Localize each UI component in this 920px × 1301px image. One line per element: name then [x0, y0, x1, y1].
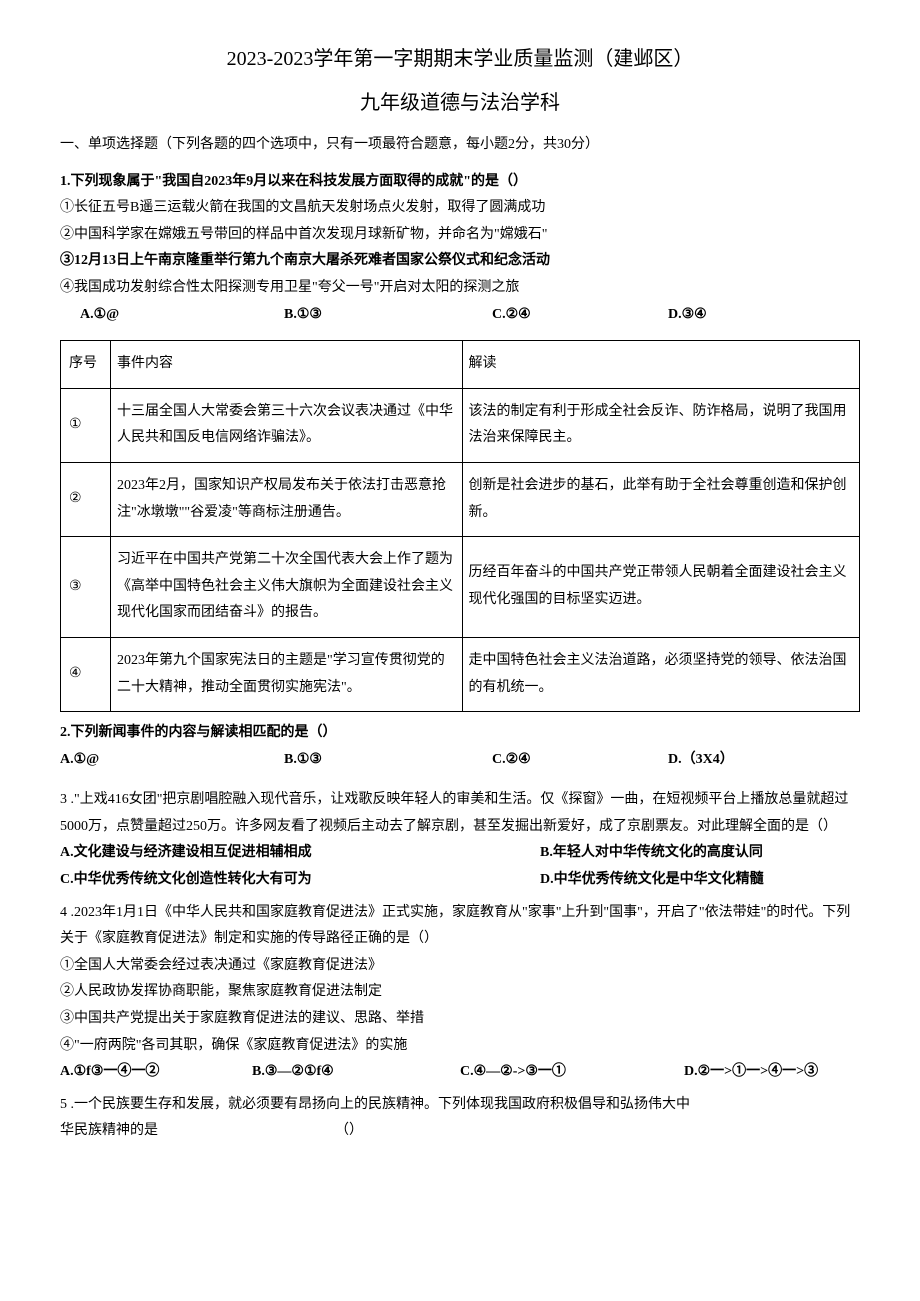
question-3: 3 ."上戏416女团"把京剧唱腔融入现代音乐，让戏歌反映年轻人的审美和生活。仅… — [60, 787, 860, 893]
cell-idx: ② — [61, 462, 111, 536]
q4-line-3: ③中国共产党提出关于家庭教育促进法的建议、思路、举措 — [60, 1006, 860, 1033]
q3-options-row2: C.中华优秀传统文化创造性转化大有可为 D.中华优秀传统文化是中华文化精髓 — [60, 867, 860, 894]
q1-opt-c: C.②④ — [492, 302, 668, 329]
cell-event: 2023年第九个国家宪法日的主题是"学习宣传贯彻党的二十大精神，推动全面贯彻实施… — [111, 637, 463, 711]
q1-opt-d: D.③④ — [668, 302, 860, 329]
cell-read: 该法的制定有利于形成全社会反诈、防诈格局，说明了我国用法治来保障民主。 — [462, 388, 859, 462]
q1-options: A.①@ B.①③ C.②④ D.③④ — [60, 302, 860, 329]
question-2: 2.下列新闻事件的内容与解读相匹配的是（） A.①@ B.①③ C.②④ D.（… — [60, 720, 860, 773]
q2-options: A.①@ B.①③ C.②④ D.（3X4） — [60, 747, 860, 774]
q1-opt-a: A.①@ — [60, 302, 284, 329]
q3-opt-a: A.文化建设与经济建设相互促进相辅相成 — [60, 840, 460, 867]
th-event: 事件内容 — [111, 341, 463, 389]
q4-line-1: ①全国人大常委会经过表决通过《家庭教育促进法》 — [60, 953, 860, 980]
question-4: 4 .2023年1月1日《中华人民共和国家庭教育促进法》正式实施，家庭教育从"家… — [60, 900, 860, 1086]
q2-opt-c: C.②④ — [492, 747, 668, 774]
news-table: 序号 事件内容 解读 ① 十三届全国人大常委会第三十六次会议表决通过《中华人民共… — [60, 340, 860, 712]
q3-stem: 3 ."上戏416女团"把京剧唱腔融入现代音乐，让戏歌反映年轻人的审美和生活。仅… — [60, 787, 860, 840]
cell-event: 2023年2月，国家知识产权局发布关于依法打击恶意抢注"冰墩墩""谷爱凌"等商标… — [111, 462, 463, 536]
cell-idx: ④ — [61, 637, 111, 711]
q4-stem: 4 .2023年1月1日《中华人民共和国家庭教育促进法》正式实施，家庭教育从"家… — [60, 900, 860, 953]
q3-opt-d: D.中华优秀传统文化是中华文化精髓 — [460, 867, 860, 894]
q1-stem: 1.下列现象属于"我国自2023年9月以来在科技发展方面取得的成就"的是（） — [60, 169, 860, 196]
table-row: ① 十三届全国人大常委会第三十六次会议表决通过《中华人民共和国反电信网络诈骗法》… — [61, 388, 860, 462]
cell-idx: ① — [61, 388, 111, 462]
q2-stem: 2.下列新闻事件的内容与解读相匹配的是（） — [60, 720, 860, 747]
q5-stem-row2: 华民族精神的是 （） — [60, 1118, 860, 1145]
q4-opt-a: A.①f③一④一② — [60, 1059, 252, 1086]
q3-opt-b: B.年轻人对中华传统文化的高度认同 — [460, 840, 860, 867]
q1-line-2: ②中国科学家在嫦娥五号带回的样品中首次发现月球新矿物，并命名为"嫦娥石" — [60, 222, 860, 249]
cell-read: 历经百年奋斗的中国共产党正带领人民朝着全面建设社会主义现代化强国的目标坚实迈进。 — [462, 537, 859, 638]
q4-line-2: ②人民政协发挥协商职能，聚焦家庭教育促进法制定 — [60, 979, 860, 1006]
cell-read: 创新是社会进步的基石，此举有助于全社会尊重创造和保护创新。 — [462, 462, 859, 536]
q2-opt-d: D.（3X4） — [668, 747, 860, 774]
th-read: 解读 — [462, 341, 859, 389]
q2-opt-b: B.①③ — [284, 747, 492, 774]
q2-opt-a: A.①@ — [60, 747, 284, 774]
table-row: ② 2023年2月，国家知识产权局发布关于依法打击恶意抢注"冰墩墩""谷爱凌"等… — [61, 462, 860, 536]
q3-options-row1: A.文化建设与经济建设相互促进相辅相成 B.年轻人对中华传统文化的高度认同 — [60, 840, 860, 867]
cell-read: 走中国特色社会主义法治道路，必须坚持党的领导、依法治国的有机统一。 — [462, 637, 859, 711]
q1-line-4: ④我国成功发射综合性太阳探测专用卫星"夸父一号"开启对太阳的探测之旅 — [60, 275, 860, 302]
q4-opt-d: D.②一>①一>④一>③ — [684, 1059, 860, 1086]
q5-stem-a: 5 .一个民族要生存和发展，就必须要有昂扬向上的民族精神。下列体现我国政府积极倡… — [60, 1092, 860, 1119]
q1-opt-b: B.①③ — [284, 302, 492, 329]
table-row: ④ 2023年第九个国家宪法日的主题是"学习宣传贯彻党的二十大精神，推动全面贯彻… — [61, 637, 860, 711]
table-head-row: 序号 事件内容 解读 — [61, 341, 860, 389]
q5-stem-b: 华民族精神的是 — [60, 1118, 158, 1145]
q5-paren: （） — [158, 1118, 860, 1145]
q4-options: A.①f③一④一② B.③—②①f④ C.④—②->③一① D.②一>①一>④一… — [60, 1059, 860, 1086]
page-title-1: 2023-2023学年第一字期期末学业质量监测（建邺区） — [60, 40, 860, 78]
q4-line-4: ④"一府两院"各司其职，确保《家庭教育促进法》的实施 — [60, 1033, 860, 1060]
q3-opt-c: C.中华优秀传统文化创造性转化大有可为 — [60, 867, 460, 894]
table-row: ③ 习近平在中国共产党第二十次全国代表大会上作了题为《高举中国特色社会主义伟大旗… — [61, 537, 860, 638]
section-1-heading: 一、单项选择题（下列各题的四个选项中，只有一项最符合题意，每小题2分，共30分） — [60, 132, 860, 159]
th-index: 序号 — [61, 341, 111, 389]
cell-idx: ③ — [61, 537, 111, 638]
q1-line-1: ①长征五号B遥三运载火箭在我国的文昌航天发射场点火发射，取得了圆满成功 — [60, 195, 860, 222]
q4-opt-b: B.③—②①f④ — [252, 1059, 460, 1086]
q4-opt-c: C.④—②->③一① — [460, 1059, 684, 1086]
cell-event: 十三届全国人大常委会第三十六次会议表决通过《中华人民共和国反电信网络诈骗法》。 — [111, 388, 463, 462]
q1-line-3: ③12月13日上午南京隆重举行第九个南京大屠杀死难者国家公祭仪式和纪念活动 — [60, 248, 860, 275]
page-title-2: 九年级道德与法治学科 — [60, 84, 860, 122]
question-1: 1.下列现象属于"我国自2023年9月以来在科技发展方面取得的成就"的是（） ①… — [60, 169, 860, 329]
cell-event: 习近平在中国共产党第二十次全国代表大会上作了题为《高举中国特色社会主义伟大旗帜为… — [111, 537, 463, 638]
question-5: 5 .一个民族要生存和发展，就必须要有昂扬向上的民族精神。下列体现我国政府积极倡… — [60, 1092, 860, 1145]
